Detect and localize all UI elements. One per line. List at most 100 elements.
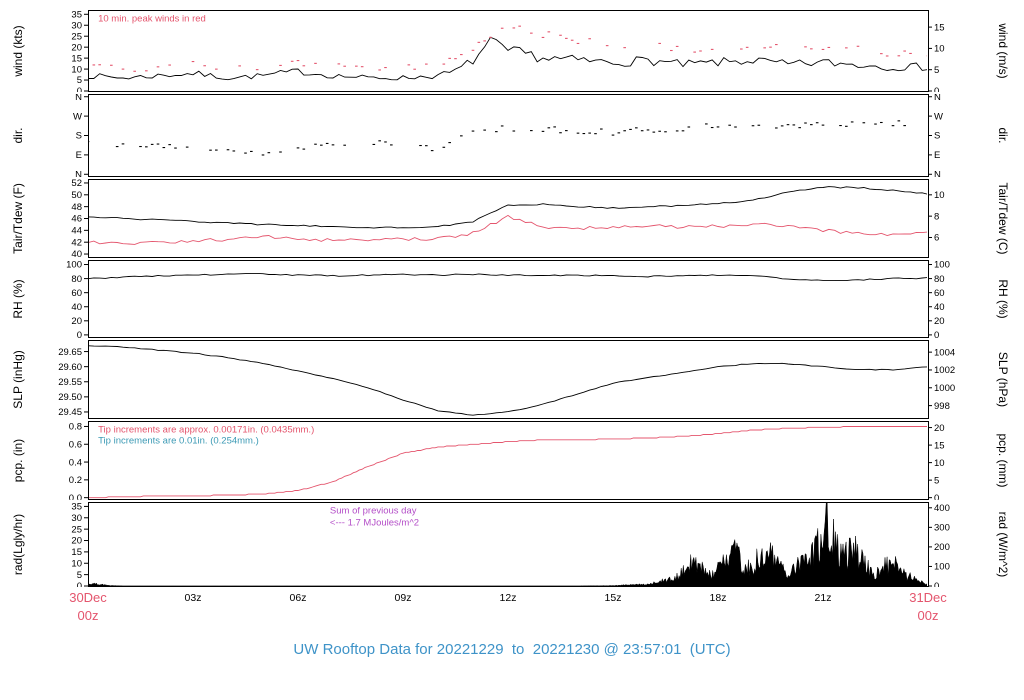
y-tick-label: 10 xyxy=(71,558,82,569)
y-tick-label: 29.45 xyxy=(58,407,82,418)
rh-plot: 0 20 40 60 80 100 0 20 40 60 80 100 RH (%) RH (%) xyxy=(11,260,1010,338)
y-tick-label: 29.65 xyxy=(58,347,82,358)
plot-border xyxy=(88,340,929,419)
y-tick-label: 25 xyxy=(71,31,82,42)
series-slp xyxy=(89,345,927,416)
y-tick-label: 8 xyxy=(934,211,939,222)
y-tick-label: 80 xyxy=(934,274,945,285)
left-axis-ticks: 29.45 29.50 29.55 29.60 29.65 xyxy=(58,347,88,418)
series-tdew xyxy=(89,214,927,245)
annotation-wind: 10 min. peak winds in red xyxy=(98,14,206,25)
y-tick-label: 20 xyxy=(934,316,945,327)
y-tick-label: 35 xyxy=(71,502,82,513)
y-tick-label: 10 xyxy=(934,458,945,469)
y-tick-label: N xyxy=(75,94,82,103)
x-date-label-start-line1: 30Dec xyxy=(69,590,107,605)
right-axis-title: rad (W/m^2) xyxy=(996,512,1010,578)
right-axis-title: RH (%) xyxy=(996,279,1010,318)
y-tick-label: 0.6 xyxy=(69,439,82,450)
y-tick-label: N xyxy=(75,169,82,177)
y-tick-label: 80 xyxy=(71,274,82,285)
y-tick-label: 30 xyxy=(71,20,82,31)
y-tick-label: 42 xyxy=(71,237,82,248)
y-tick-label: 35 xyxy=(71,10,82,20)
y-tick-label: 20 xyxy=(71,536,82,547)
x-tick-label: 06z xyxy=(289,592,307,604)
y-tick-label: 44 xyxy=(71,226,82,237)
left-axis-title: RH (%) xyxy=(11,279,25,318)
y-tick-label: 1004 xyxy=(934,347,955,358)
y-tick-label: 29.50 xyxy=(58,392,82,403)
plot-border xyxy=(88,10,929,92)
y-tick-label: 6 xyxy=(934,233,939,244)
right-axis-ticks: 0 20 40 60 80 100 xyxy=(928,260,950,338)
y-tick-label: E xyxy=(934,150,940,161)
annotation-rad: Sum of previous day xyxy=(330,506,417,517)
y-tick-label: 46 xyxy=(71,214,82,225)
y-tick-label: 20 xyxy=(71,42,82,53)
y-tick-label: 20 xyxy=(71,316,82,327)
y-tick-label: 200 xyxy=(934,542,950,553)
y-tick-label: 0 xyxy=(934,493,939,500)
panel-rad: 0 5 10 15 20 25 30 35 0 100 200 300 400 rad(Lgly/hr) r… xyxy=(0,502,1024,587)
y-tick-label: 0.4 xyxy=(69,457,82,468)
left-axis-title: dir. xyxy=(11,127,25,143)
plot-border xyxy=(88,179,929,258)
figure-title: UW Rooftop Data for 20221229 to 20221230… xyxy=(293,641,731,658)
y-tick-label: 10 xyxy=(71,64,82,75)
slp-plot: 29.45 29.50 29.55 29.60 29.65 998 1000 1002 1004… xyxy=(11,340,1010,419)
series-solar-radiation xyxy=(89,503,927,586)
y-tick-label: 5 xyxy=(934,65,939,76)
right-axis-ticks: 998 1000 1002 1004 xyxy=(928,347,955,412)
left-axis-title: rad(Lgly/hr) xyxy=(11,514,25,575)
left-axis-title: pcp. (in) xyxy=(11,439,25,482)
y-tick-label: 0 xyxy=(77,86,82,92)
y-tick-label: 10 xyxy=(934,190,945,201)
panel-rh: 0 20 40 60 80 100 0 20 40 60 80 100 RH (%) RH (%) xyxy=(0,260,1024,338)
left-axis-title: SLP (inHg) xyxy=(11,350,25,408)
y-tick-label: 48 xyxy=(71,202,82,213)
y-tick-label: 5 xyxy=(77,570,82,581)
y-tick-label: 15 xyxy=(71,53,82,64)
y-tick-label: 15 xyxy=(71,547,82,558)
panel-slp: 29.45 29.50 29.55 29.60 29.65 998 1000 1002 1004… xyxy=(0,340,1024,419)
y-tick-label: 15 xyxy=(934,22,945,33)
x-tick-label: 18z xyxy=(709,592,727,604)
y-tick-label: 0 xyxy=(77,581,82,587)
y-tick-label: 5 xyxy=(934,475,939,486)
y-tick-label: 40 xyxy=(71,302,82,313)
series-wind-peak xyxy=(92,25,927,72)
y-tick-label: 60 xyxy=(71,288,82,299)
y-tick-label: S xyxy=(76,131,82,142)
left-axis-ticks: 0.0 0.2 0.4 0.6 0.8 xyxy=(69,422,88,500)
y-tick-label: 0.8 xyxy=(69,422,82,433)
y-tick-label: S xyxy=(934,131,940,142)
left-axis-title: wind (kts) xyxy=(11,25,25,77)
x-date-label-end-line2: 00z xyxy=(917,608,939,623)
y-tick-label: 100 xyxy=(934,562,950,573)
y-tick-label: 10 xyxy=(934,44,945,55)
y-tick-label: 52 xyxy=(71,179,82,189)
right-axis-ticks: 0 100 200 300 400 xyxy=(928,503,950,587)
x-date-label-start-line2: 00z xyxy=(77,608,99,623)
y-tick-label: 0.0 xyxy=(69,493,82,500)
y-tick-label: W xyxy=(73,111,82,122)
y-tick-label: N xyxy=(934,169,941,177)
y-tick-label: 0.2 xyxy=(69,475,82,486)
y-tick-label: 25 xyxy=(71,524,82,535)
y-tick-label: 1002 xyxy=(934,365,955,376)
series-rh xyxy=(89,272,927,282)
y-tick-label: 50 xyxy=(71,190,82,201)
y-tick-label: 40 xyxy=(934,302,945,313)
y-tick-label: 300 xyxy=(934,523,950,534)
right-axis-title: pcp. (mm) xyxy=(996,434,1010,488)
right-axis-ticks: 0 5 10 15 xyxy=(928,22,945,92)
x-tick-label: 12z xyxy=(499,592,517,604)
left-axis-ticks: 0 20 40 60 80 100 xyxy=(66,260,88,338)
y-tick-label: 1000 xyxy=(934,383,955,394)
